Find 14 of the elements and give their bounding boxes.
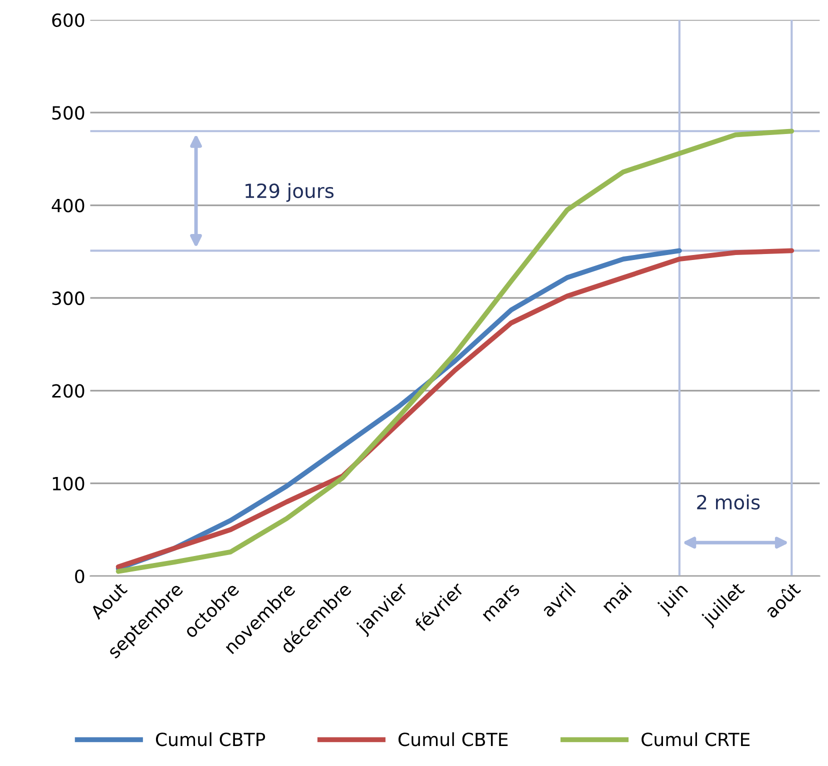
annotation: 2 mois [697,494,760,510]
y-tick-label: 100 [52,476,84,490]
y-tick-label: 300 [52,291,84,306]
annotation: 129 jours [246,183,334,202]
legend-label: Cumul CRTE [642,732,750,746]
y-tick-label: 600 [52,13,84,28]
y-tick-label: 200 [52,384,84,398]
line-series [116,128,794,574]
y-tick-label: 0 [75,569,84,584]
line-series [116,248,794,570]
y-tick-label: 400 [52,198,84,212]
legend-label: Cumul CBTE [398,732,508,746]
legend-label: Cumul CBTP [156,732,266,746]
y-tick-label: 500 [52,106,84,120]
